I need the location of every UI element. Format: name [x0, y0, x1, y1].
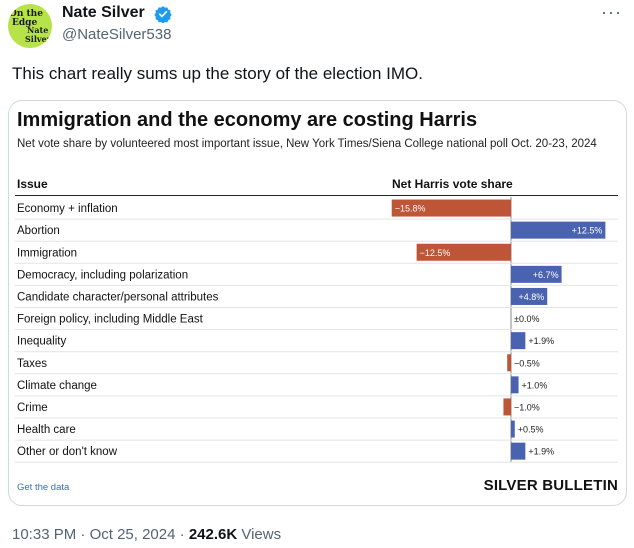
category-label: Inequality: [17, 336, 66, 348]
tweet-meta: 10:33 PM · Oct 25, 2024 · 242.6K Views: [12, 526, 281, 543]
data-label: −12.5%: [420, 248, 451, 258]
avatar-text-1: On the: [9, 9, 43, 19]
silver-bulletin-logo: SILVER BULLETIN: [483, 477, 618, 494]
tweet-text: This chart really sums up the story of t…: [12, 64, 423, 83]
meta-separator: ·: [80, 526, 90, 543]
meta-separator: ·: [179, 526, 189, 543]
bar: [391, 199, 511, 217]
data-label: −1.0%: [514, 402, 540, 412]
issue-column-header: Issue: [17, 177, 48, 191]
data-label: −0.5%: [514, 358, 540, 368]
category-label: Economy + inflation: [17, 203, 118, 215]
category-label: Crime: [17, 402, 48, 414]
value-column-header: Net Harris vote share: [392, 177, 513, 191]
category-label: Health care: [17, 424, 76, 436]
category-label: Immigration: [17, 247, 77, 259]
verified-badge-icon: [154, 6, 172, 23]
chart-card[interactable]: Immigration and the economy are costing …: [8, 100, 627, 506]
category-label: Abortion: [17, 225, 60, 237]
bar: [416, 243, 511, 261]
get-the-data-link[interactable]: Get the data: [17, 482, 70, 493]
category-label: Foreign policy, including Middle East: [17, 314, 204, 326]
category-label: Other or don't know: [17, 446, 118, 458]
data-label: +4.8%: [518, 292, 544, 302]
category-label: Taxes: [17, 358, 47, 370]
avatar[interactable]: On the Edge Nate Silver: [8, 4, 52, 48]
author-handle[interactable]: @NateSilver538: [62, 26, 172, 43]
avatar-text-4: Silver: [25, 34, 51, 44]
data-label: +1.0%: [522, 380, 548, 390]
data-label: +1.9%: [528, 336, 554, 346]
category-label: Candidate character/personal attributes: [17, 291, 219, 303]
category-label: Democracy, including polarization: [17, 269, 188, 281]
author-display-name[interactable]: Nate Silver: [62, 4, 145, 21]
bar-chart: Economy + inflation −15.8% Abortion +12.5% I…: [15, 197, 618, 463]
header-rule: [15, 195, 618, 196]
bar: [507, 354, 511, 372]
views-count: 242.6K: [188, 526, 238, 543]
tweet-time[interactable]: 10:33 PM: [12, 526, 77, 543]
views-label: Views: [241, 526, 282, 543]
chart-subtitle: Net vote share by volunteered most impor…: [17, 138, 597, 150]
bar: [511, 376, 519, 394]
data-label: +12.5%: [572, 226, 603, 236]
more-options-icon[interactable]: ···: [601, 2, 622, 22]
bar: [511, 265, 562, 283]
avatar-text-2: Edge: [12, 18, 38, 28]
category-label: Climate change: [17, 380, 97, 392]
data-label: +1.9%: [528, 447, 554, 457]
bar: [503, 398, 511, 416]
data-label: −15.8%: [395, 204, 426, 214]
bar: [511, 420, 515, 438]
bar: [511, 332, 526, 350]
tweet-date[interactable]: Oct 25, 2024: [89, 526, 176, 543]
data-label: ±0.0%: [514, 314, 539, 324]
avatar-text-3: Nate: [27, 25, 49, 35]
chart-title: Immigration and the economy are costing …: [17, 109, 478, 131]
bar: [511, 287, 548, 305]
bar: [511, 442, 526, 460]
bar: [511, 221, 606, 239]
data-label: +0.5%: [518, 425, 544, 435]
data-label: +6.7%: [533, 270, 559, 280]
